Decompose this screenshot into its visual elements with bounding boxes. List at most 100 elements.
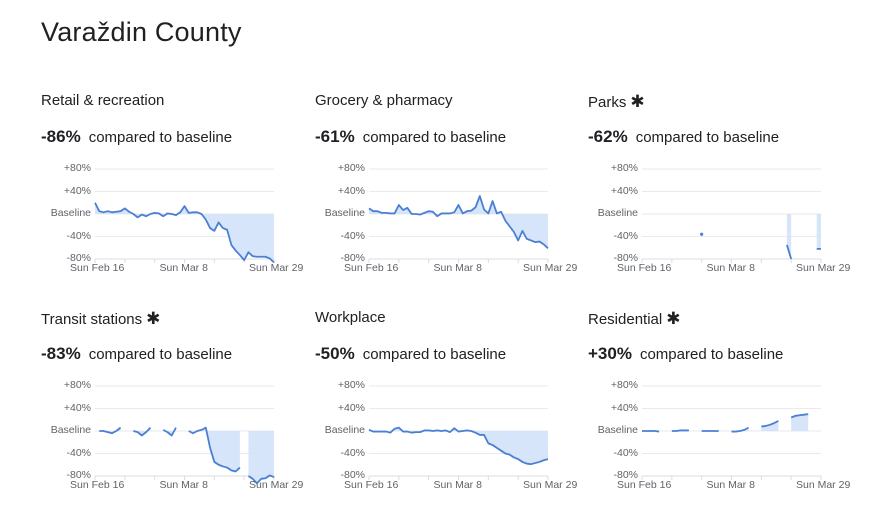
area-fill xyxy=(248,431,274,484)
percent-change: -62% xyxy=(588,127,628,146)
y-axis-label: Baseline xyxy=(50,207,91,219)
panel-stat: -83% compared to baseline xyxy=(41,344,232,364)
workplace-chart: +80% +40% Baseline -40% -80% Sun Feb 16 Sun Ma… xyxy=(315,369,585,499)
panel-stat: +30% compared to baseline xyxy=(588,344,783,364)
y-axis-label: +40% xyxy=(610,184,638,197)
y-axis-label: +80% xyxy=(610,379,638,391)
area-fill xyxy=(369,427,548,465)
area-fill xyxy=(791,414,809,431)
y-axis-label: -80% xyxy=(66,252,91,264)
transit-chart: +80% +40% Baseline -40% -80% Sun Feb 16 Sun Ma… xyxy=(41,369,311,499)
data-line xyxy=(642,430,660,433)
panel-title: Transit stations ✱ xyxy=(41,309,161,328)
data-line xyxy=(731,426,749,433)
y-axis-label: -80% xyxy=(340,469,365,481)
compared-label: compared to baseline xyxy=(362,346,507,363)
data-line xyxy=(761,420,779,428)
chart-plot xyxy=(368,385,549,480)
x-axis-label: Sun Mar 8 xyxy=(706,479,755,491)
area-fill xyxy=(816,214,821,249)
panel-grocery-pharmacy: Grocery & pharmacy -61% compared to basel… xyxy=(315,92,585,302)
panel-title: Grocery & pharmacy xyxy=(315,92,453,109)
panel-title: Parks ✱ xyxy=(588,92,645,111)
y-axis-label: +40% xyxy=(337,401,365,414)
data-line xyxy=(790,413,809,419)
x-axis-label: Sun Mar 8 xyxy=(433,479,482,491)
chart-plot xyxy=(641,385,822,480)
y-axis-label: +40% xyxy=(63,401,91,414)
x-axis-label: Sun Mar 8 xyxy=(706,262,755,274)
data-line xyxy=(94,202,275,264)
chart-plot xyxy=(641,168,822,263)
data-line xyxy=(247,474,275,485)
data-line xyxy=(368,426,549,466)
page-title: Varaždin County xyxy=(41,17,242,47)
parks-chart: +80% +40% Baseline -40% -80% Sun Feb 16 Sun Ma… xyxy=(588,152,858,282)
x-axis-label: Sun Feb 16 xyxy=(617,479,672,491)
x-axis-label: Sun Mar 29 xyxy=(796,479,851,491)
panel-title: Workplace xyxy=(315,309,386,326)
x-axis-label: Sun Mar 8 xyxy=(433,262,482,274)
y-axis-label: -80% xyxy=(613,252,638,264)
panel-residential: Residential ✱ +30% compared to baseline +8… xyxy=(588,309,858,519)
panel-stat: -61% compared to baseline xyxy=(315,127,506,147)
y-axis-label: +40% xyxy=(337,184,365,197)
y-axis-label: Baseline xyxy=(597,424,638,436)
y-axis-label: +80% xyxy=(337,379,365,391)
compared-label: compared to baseline xyxy=(362,129,507,146)
x-axis-label: Sun Mar 29 xyxy=(523,479,578,491)
residential-chart: +80% +40% Baseline -40% -80% Sun Feb 16 Sun Ma… xyxy=(588,369,858,499)
compared-label: compared to baseline xyxy=(635,129,780,146)
chart-plot xyxy=(368,168,549,263)
data-line xyxy=(671,429,689,432)
y-axis-label: Baseline xyxy=(324,424,365,436)
x-axis-label: Sun Mar 29 xyxy=(249,262,304,274)
y-axis-label: -40% xyxy=(66,229,91,242)
panel-retail-recreation: Retail & recreation -86% compared to base… xyxy=(41,92,311,302)
asterisk-icon[interactable]: ✱ xyxy=(630,92,645,111)
percent-change: -83% xyxy=(41,344,81,363)
x-axis-label: Sun Feb 16 xyxy=(344,479,399,491)
y-axis-label: Baseline xyxy=(597,207,638,219)
x-axis-label: Sun Mar 8 xyxy=(159,479,208,491)
x-axis-label: Sun Mar 29 xyxy=(523,262,578,274)
retail-chart: +80% +40% Baseline -40% -80% Sun Feb 16 Sun Ma… xyxy=(41,152,311,282)
y-axis-label: +80% xyxy=(63,162,91,174)
y-axis-label: +80% xyxy=(610,162,638,174)
percent-change: +30% xyxy=(588,344,632,363)
y-axis-label: -40% xyxy=(613,229,638,242)
asterisk-icon[interactable]: ✱ xyxy=(666,309,681,328)
data-line xyxy=(133,427,152,437)
chart-plot xyxy=(94,168,275,264)
data-line xyxy=(162,427,177,437)
panel-workplace: Workplace -50% compared to baseline +80% +… xyxy=(315,309,585,519)
grocery-chart: +80% +40% Baseline -40% -80% Sun Feb 16 Sun Ma… xyxy=(315,152,585,282)
asterisk-icon[interactable]: ✱ xyxy=(146,309,161,328)
panel-title: Residential ✱ xyxy=(588,309,681,328)
chart-plot xyxy=(94,385,275,485)
compared-label: compared to baseline xyxy=(639,346,784,363)
y-axis-label: -40% xyxy=(340,446,365,459)
panel-stat: -86% compared to baseline xyxy=(41,127,232,147)
y-axis-label: -80% xyxy=(613,469,638,481)
panel-stat: -50% compared to baseline xyxy=(315,344,506,364)
x-axis-label: Sun Mar 29 xyxy=(796,262,851,274)
y-axis-label: -40% xyxy=(340,229,365,242)
area-fill xyxy=(133,427,151,436)
x-axis-label: Sun Feb 16 xyxy=(70,262,125,274)
data-line xyxy=(368,195,549,249)
percent-change: -50% xyxy=(315,344,355,363)
area-fill xyxy=(188,427,240,472)
panel-title: Retail & recreation xyxy=(41,92,165,109)
x-axis-label: Sun Feb 16 xyxy=(344,262,399,274)
y-axis-label: +40% xyxy=(610,401,638,414)
data-point xyxy=(700,232,704,236)
y-axis-label: +80% xyxy=(337,162,365,174)
panel-transit-stations: Transit stations ✱ -83% compared to baseli… xyxy=(41,309,311,519)
y-axis-label: Baseline xyxy=(50,424,91,436)
panel-stat: -62% compared to baseline xyxy=(588,127,779,147)
x-axis-label: Sun Feb 16 xyxy=(617,262,672,274)
y-axis-label: -40% xyxy=(66,446,91,459)
percent-change: -86% xyxy=(41,127,81,146)
y-axis-label: -80% xyxy=(66,469,91,481)
